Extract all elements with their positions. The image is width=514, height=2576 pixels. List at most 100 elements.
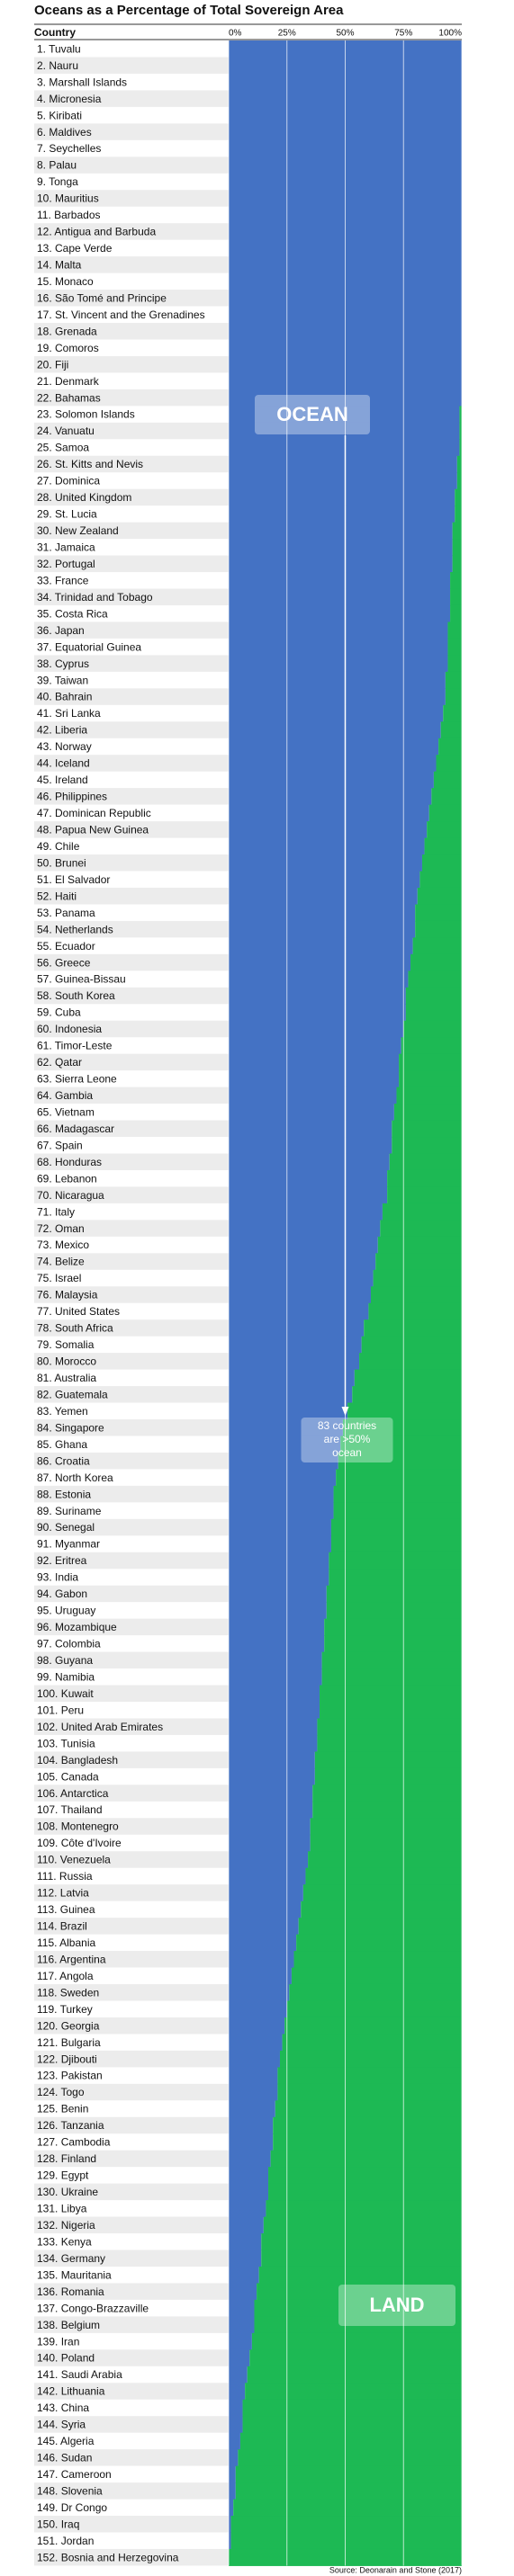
- bar: [229, 1485, 334, 1503]
- row-band: [34, 2449, 229, 2466]
- category-label: 133. Kenya: [37, 2235, 92, 2248]
- bar-rest: [277, 2083, 462, 2101]
- category-label: 18. Grenada: [37, 325, 97, 337]
- row-band: [34, 290, 229, 307]
- bar-rest: [261, 2233, 462, 2251]
- category-label: 82. Guatemala: [37, 1388, 108, 1400]
- category-label: 42. Liberia: [37, 724, 87, 737]
- row-band: [34, 422, 229, 440]
- bar-rest: [238, 2449, 462, 2467]
- bar: [229, 804, 429, 822]
- bar: [229, 1386, 353, 1404]
- category-label: 89. Suriname: [37, 1505, 102, 1517]
- row-band: [34, 1485, 229, 1503]
- category-label: 116. Argentina: [37, 1953, 106, 1965]
- bar-rest: [377, 1236, 462, 1254]
- category-label: 1. Tuvalu: [37, 42, 81, 55]
- bar: [229, 2067, 278, 2085]
- row-band: [34, 1651, 229, 1669]
- bar: [229, 2366, 248, 2384]
- bar-rest: [320, 1702, 462, 1719]
- bar-rest: [329, 1569, 462, 1587]
- bar: [229, 1253, 376, 1271]
- row-band: [34, 821, 229, 838]
- bar-rest: [447, 655, 462, 673]
- bar: [229, 1718, 318, 1736]
- bar: [229, 1353, 360, 1371]
- bar: [229, 2316, 255, 2334]
- category-label: 20. Fiji: [37, 358, 68, 371]
- bar-rest: [445, 671, 462, 689]
- bar: [229, 771, 434, 789]
- bar: [229, 1286, 371, 1304]
- category-label: 28. United Kingdom: [37, 491, 131, 504]
- category-label: 83. Yemen: [37, 1405, 88, 1418]
- annotation: ocean: [332, 1446, 362, 1459]
- row-band: [34, 1186, 229, 1203]
- bar-rest: [455, 488, 462, 506]
- bar-rest: [242, 2416, 462, 2434]
- bar-rest: [415, 904, 462, 922]
- chart-title: Oceans as a Percentage of Total Sovereig…: [34, 3, 344, 18]
- bar-rest: [279, 2050, 462, 2068]
- x-tick-label: 0%: [229, 29, 242, 39]
- bar-rest: [293, 1951, 462, 1969]
- category-label: 81. Australia: [37, 1372, 96, 1384]
- bar-rest: [330, 1535, 462, 1553]
- category-label: 17. St. Vincent and the Grenadines: [37, 309, 205, 321]
- bar-rest: [254, 2316, 462, 2334]
- category-label: 111. Russia: [37, 1870, 93, 1883]
- category-label: 90. Senegal: [37, 1521, 95, 1534]
- bar-rest: [459, 439, 462, 457]
- category-label: 10. Mauritius: [37, 192, 99, 205]
- bar: [229, 1020, 404, 1038]
- bar: [229, 2532, 231, 2550]
- row-band: [34, 1818, 229, 1835]
- bar: [229, 671, 446, 689]
- category-label: 112. Latvia: [37, 1887, 89, 1900]
- category-label: 75. Israel: [37, 1272, 81, 1284]
- bar-rest: [405, 1004, 462, 1022]
- category-label: 101. Peru: [37, 1704, 84, 1716]
- bar: [229, 572, 451, 590]
- category-label: 3. Marshall Islands: [37, 76, 127, 88]
- bar: [229, 1203, 383, 1221]
- category-label: 26. St. Kitts and Nevis: [37, 458, 143, 470]
- bar-rest: [326, 1602, 462, 1620]
- bar-rest: [268, 2183, 462, 2201]
- category-label: 37. Equatorial Guinea: [37, 640, 141, 653]
- row-band: [34, 588, 229, 605]
- bar: [229, 1967, 292, 1985]
- row-band: [34, 1020, 229, 1038]
- bar: [229, 871, 420, 889]
- annotation: are >50%: [324, 1433, 371, 1445]
- bar-rest: [330, 1518, 462, 1536]
- bar-rest: [305, 1867, 462, 1885]
- row-band: [34, 322, 229, 340]
- bar: [229, 1004, 406, 1022]
- bar-rest: [417, 887, 462, 905]
- row-band: [34, 555, 229, 573]
- category-label: 30. New Zealand: [37, 524, 119, 537]
- bar: [229, 2449, 239, 2467]
- bar-rest: [452, 539, 462, 557]
- bar-rest: [239, 2432, 462, 2450]
- bar-rest: [333, 1502, 462, 1520]
- category-label: 145. Algeria: [37, 2435, 95, 2447]
- category-label: 109. Côte d'Ivoire: [37, 1837, 122, 1849]
- bar-rest: [455, 505, 462, 523]
- category-label: 117. Angola: [37, 1970, 94, 1982]
- bar-rest: [336, 1469, 462, 1487]
- row-band: [34, 1286, 229, 1303]
- bar-rest: [289, 1983, 462, 2001]
- bar: [229, 1236, 378, 1254]
- annotation-box: [255, 395, 370, 434]
- annotation: 83 countries: [318, 1419, 376, 1432]
- bar-rest: [286, 2000, 462, 2018]
- bar-rest: [382, 1203, 462, 1221]
- annotation-box: [301, 1418, 393, 1462]
- row-band: [34, 123, 229, 140]
- bar: [229, 738, 439, 756]
- bar-rest: [368, 1302, 462, 1320]
